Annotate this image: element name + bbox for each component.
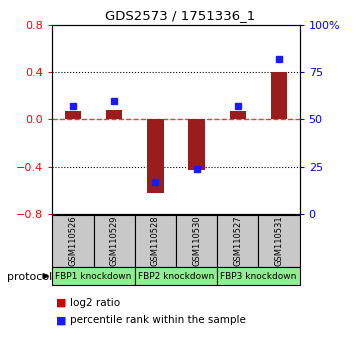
- Bar: [135, 215, 176, 267]
- Text: ■: ■: [56, 315, 66, 325]
- Text: GSM110528: GSM110528: [151, 216, 160, 267]
- Bar: [52, 215, 93, 267]
- Bar: [65, 111, 81, 119]
- Text: FBP2 knockdown: FBP2 knockdown: [138, 272, 214, 281]
- Text: GSM110527: GSM110527: [233, 216, 242, 267]
- Text: log2 ratio: log2 ratio: [70, 298, 121, 308]
- Bar: [93, 215, 135, 267]
- Bar: [217, 267, 300, 285]
- Bar: [176, 215, 217, 267]
- Text: GSM110529: GSM110529: [110, 216, 119, 266]
- Text: GDS2573 / 1751336_1: GDS2573 / 1751336_1: [105, 9, 256, 22]
- Bar: [258, 215, 300, 267]
- Text: GSM110526: GSM110526: [69, 216, 78, 267]
- Bar: [135, 267, 217, 285]
- Text: GSM110531: GSM110531: [274, 216, 283, 267]
- Text: protocol: protocol: [7, 272, 52, 282]
- Bar: [106, 110, 122, 119]
- Bar: [271, 72, 287, 119]
- Text: FBP3 knockdown: FBP3 knockdown: [220, 272, 297, 281]
- Bar: [217, 215, 258, 267]
- Bar: [147, 119, 164, 193]
- Text: percentile rank within the sample: percentile rank within the sample: [70, 315, 246, 325]
- Bar: [52, 267, 135, 285]
- Bar: [230, 111, 246, 119]
- Text: FBP1 knockdown: FBP1 knockdown: [55, 272, 132, 281]
- Text: GSM110530: GSM110530: [192, 216, 201, 267]
- Bar: [188, 119, 205, 170]
- Text: ■: ■: [56, 298, 66, 308]
